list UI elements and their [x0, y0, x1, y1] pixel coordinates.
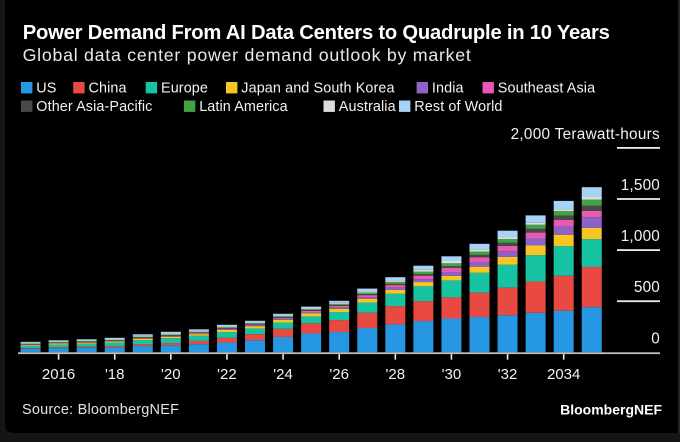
svg-text:Australia: Australia: [339, 99, 396, 115]
svg-text:BloombergNEF: BloombergNEF: [560, 402, 662, 418]
svg-text:'30: '30: [442, 366, 462, 383]
svg-text:India: India: [432, 81, 464, 97]
svg-text:0: 0: [651, 330, 660, 347]
svg-text:500: 500: [634, 279, 660, 296]
svg-text:Other Asia-Pacific: Other Asia-Pacific: [36, 99, 152, 115]
svg-text:2034: 2034: [547, 366, 580, 383]
svg-text:'22: '22: [217, 366, 237, 383]
svg-text:'24: '24: [273, 366, 293, 383]
svg-text:Rest of World: Rest of World: [414, 99, 502, 115]
svg-text:'26: '26: [329, 366, 349, 383]
svg-text:Latin America: Latin America: [199, 99, 288, 115]
svg-text:US: US: [36, 81, 56, 97]
svg-text:'20: '20: [161, 366, 181, 383]
svg-text:Global data center power deman: Global data center power demand outlook …: [23, 45, 472, 65]
svg-text:'18: '18: [105, 366, 125, 383]
svg-text:2,000 Terawatt-hours: 2,000 Terawatt-hours: [511, 126, 660, 143]
svg-text:1,000: 1,000: [621, 228, 660, 245]
svg-text:Europe: Europe: [161, 81, 208, 97]
svg-text:Japan and South Korea: Japan and South Korea: [241, 81, 394, 97]
svg-text:Power Demand From AI Data Cent: Power Demand From AI Data Centers to Qua…: [23, 22, 610, 44]
svg-text:China: China: [89, 81, 127, 97]
svg-text:'32: '32: [498, 366, 518, 383]
svg-text:Source: BloombergNEF: Source: BloombergNEF: [22, 402, 179, 418]
svg-text:'28: '28: [386, 366, 406, 383]
svg-text:2016: 2016: [42, 366, 75, 383]
svg-text:1,500: 1,500: [621, 177, 660, 194]
svg-text:Southeast Asia: Southeast Asia: [498, 81, 595, 97]
